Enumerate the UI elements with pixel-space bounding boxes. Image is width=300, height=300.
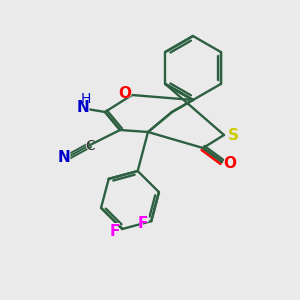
Text: F: F bbox=[108, 222, 120, 240]
Text: F: F bbox=[109, 224, 119, 238]
Text: F: F bbox=[137, 214, 149, 232]
Text: S: S bbox=[227, 128, 239, 142]
Text: H: H bbox=[79, 90, 93, 108]
Text: H: H bbox=[81, 92, 91, 106]
Text: N: N bbox=[56, 148, 71, 166]
Text: O: O bbox=[224, 155, 236, 170]
Text: C: C bbox=[85, 139, 95, 153]
Text: S: S bbox=[226, 126, 239, 144]
Text: N: N bbox=[76, 100, 89, 115]
Text: C: C bbox=[84, 137, 96, 155]
Text: N: N bbox=[58, 149, 70, 164]
Text: O: O bbox=[117, 84, 133, 102]
Text: F: F bbox=[138, 216, 148, 231]
Text: N: N bbox=[76, 98, 91, 116]
Text: O: O bbox=[118, 85, 131, 100]
Text: O: O bbox=[222, 154, 238, 172]
